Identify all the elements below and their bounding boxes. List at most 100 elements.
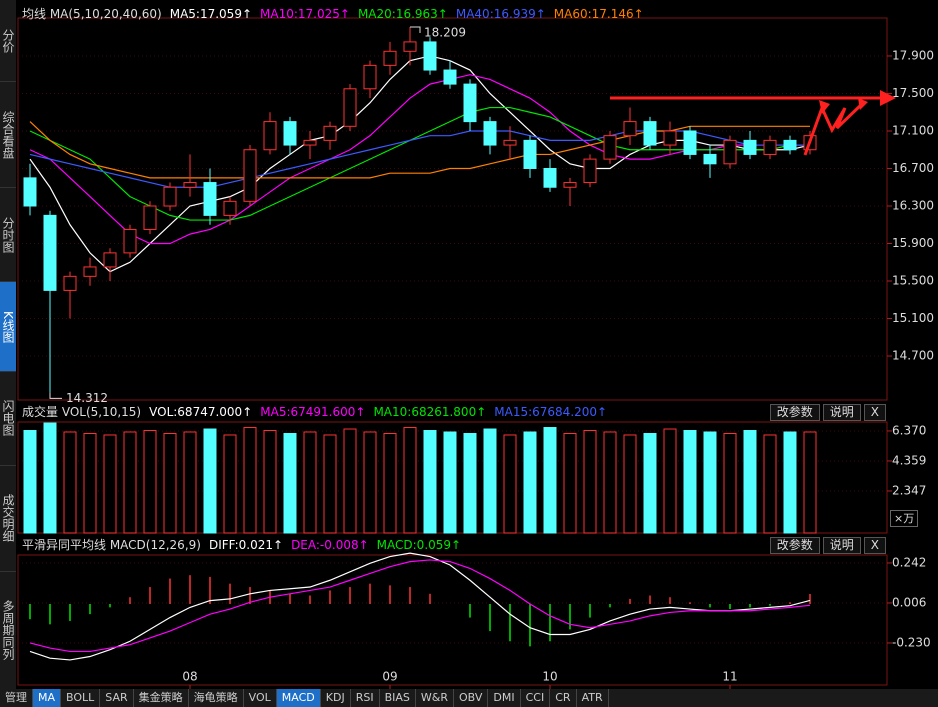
indicator-tab[interactable]: KDJ [321,689,351,707]
indicator-tab[interactable]: CCI [521,689,551,707]
candle-body [523,139,537,169]
sidebar-tab[interactable]: 分时图 [0,188,16,283]
pane-button[interactable]: 说明 [822,404,861,421]
volume-title: 成交量 VOL(5,10,15) [22,405,142,419]
x-tick-label: 09 [382,670,397,684]
volume-bar [23,430,37,534]
y-tick-label: 16.700 [892,161,934,175]
max-label: 18.209 [424,26,466,40]
pane-button[interactable]: 说明 [822,537,861,554]
volume-bar [543,427,557,534]
candle-body [423,41,437,71]
y-tick-label: 4.359 [892,453,926,467]
indicator-tab[interactable]: 集金策略 [134,689,189,707]
dea-line [29,559,811,653]
volume-bar [343,428,357,534]
volume-bar [143,430,157,534]
volume-bar [43,422,57,534]
candle-body [103,252,117,268]
candle-body [303,139,317,146]
candle-body [483,121,497,146]
candle-body [283,121,297,146]
legend-entry: MA5:67491.600↑ [260,405,366,419]
y-tick-label: -0.230 [892,635,931,649]
annotation-arrows [610,90,896,156]
indicator-tab[interactable]: OBV [454,689,489,707]
candle-body [783,139,797,151]
candle-body [563,182,577,188]
candle-body [123,228,137,254]
volume-bar [83,432,97,534]
candle-body [723,139,737,165]
sidebar-tab[interactable]: 成交明细 [0,466,16,572]
volume-bar [623,434,637,534]
indicator-tab[interactable]: MA [33,689,62,707]
volume-bar [483,428,497,534]
volume-buttons: 改参数 说明 X [769,404,886,421]
arrow-head [819,100,830,114]
volume-bar [263,430,277,534]
indicator-tab[interactable]: MACD [276,689,321,707]
volume-bar [103,434,117,534]
indicator-tab[interactable]: BOLL [61,689,101,707]
candle-body [143,205,157,230]
candle-body [223,200,237,216]
legend-entry: MA5:17.059↑ [169,7,253,21]
ma-line [29,121,810,179]
sidebar-tab[interactable]: 分价 [0,0,16,83]
indicator-tab[interactable]: W&R [416,689,454,707]
price-title: 均线 MA(5,10,20,40,60) [22,7,162,21]
candle-body [183,182,197,188]
legend-entry: MA10:68261.800↑ [373,405,487,419]
legend-entry: MA15:67684.200↑ [494,405,608,419]
volume-bar [603,431,617,534]
indicator-tab[interactable]: VOL [244,689,277,707]
sidebar-tab[interactable]: 多周期同列 [0,572,16,690]
indicator-tab[interactable]: RSI [351,689,380,707]
sidebar-tab[interactable]: K线图 [0,282,16,372]
volume-bar [723,432,737,534]
volume-bar [363,431,377,534]
volume-layer: 6.370 4.359 2.347 [18,422,926,534]
price-layer: 17.900 17.500 17.100 16.700 16.300 15.900 15.5… [18,26,934,405]
indicator-tab[interactable]: SAR [100,689,134,707]
indicator-tab[interactable]: CR [550,689,577,707]
y-tick-label: 15.900 [892,236,934,250]
candle-body [663,130,677,146]
indicator-tab[interactable]: BIAS [380,689,416,707]
indicator-tab[interactable]: DMI [488,689,521,707]
pane-button[interactable]: 改参数 [769,404,820,421]
legend-entry: DEA:-0.008↑ [291,538,369,552]
arrow-head [858,98,868,110]
zigzag-arrow [803,102,864,156]
candle-body [23,177,37,207]
candle-body [63,275,77,291]
volume-bar [503,434,517,534]
volume-bar [163,432,177,534]
y-tick-label: 6.370 [892,423,926,437]
sidebar-tab[interactable]: 综合看盘 [0,82,16,189]
candle-body [503,139,517,146]
pane-button[interactable]: X [863,404,886,421]
ma-line [29,74,810,245]
sidebar-tab[interactable]: 闪电图 [0,372,16,466]
indicator-tab[interactable]: 海龟策略 [189,689,244,707]
price-header: 均线 MA(5,10,20,40,60) MA5:17.059↑ MA10:17.… [22,6,644,23]
indicator-tab[interactable]: 管理 [0,689,33,707]
x-tick-label: 10 [542,670,557,684]
volume-bar [783,431,797,534]
pane-button[interactable]: X [863,537,886,554]
volume-bar [683,430,697,534]
legend-entry: VOL:68747.000↑ [149,405,253,419]
volume-header: 成交量 VOL(5,10,15) VOL:68747.000↑ MA5:67491… [22,404,607,421]
candle-body [383,50,397,66]
y-tick-label: 14.700 [892,349,934,363]
candle-body [763,139,777,155]
candle-body [243,149,257,202]
candle-body [263,121,277,151]
pane-button[interactable]: 改参数 [769,537,820,554]
diff-line [29,552,811,661]
indicator-tab[interactable]: ATR [577,689,609,707]
